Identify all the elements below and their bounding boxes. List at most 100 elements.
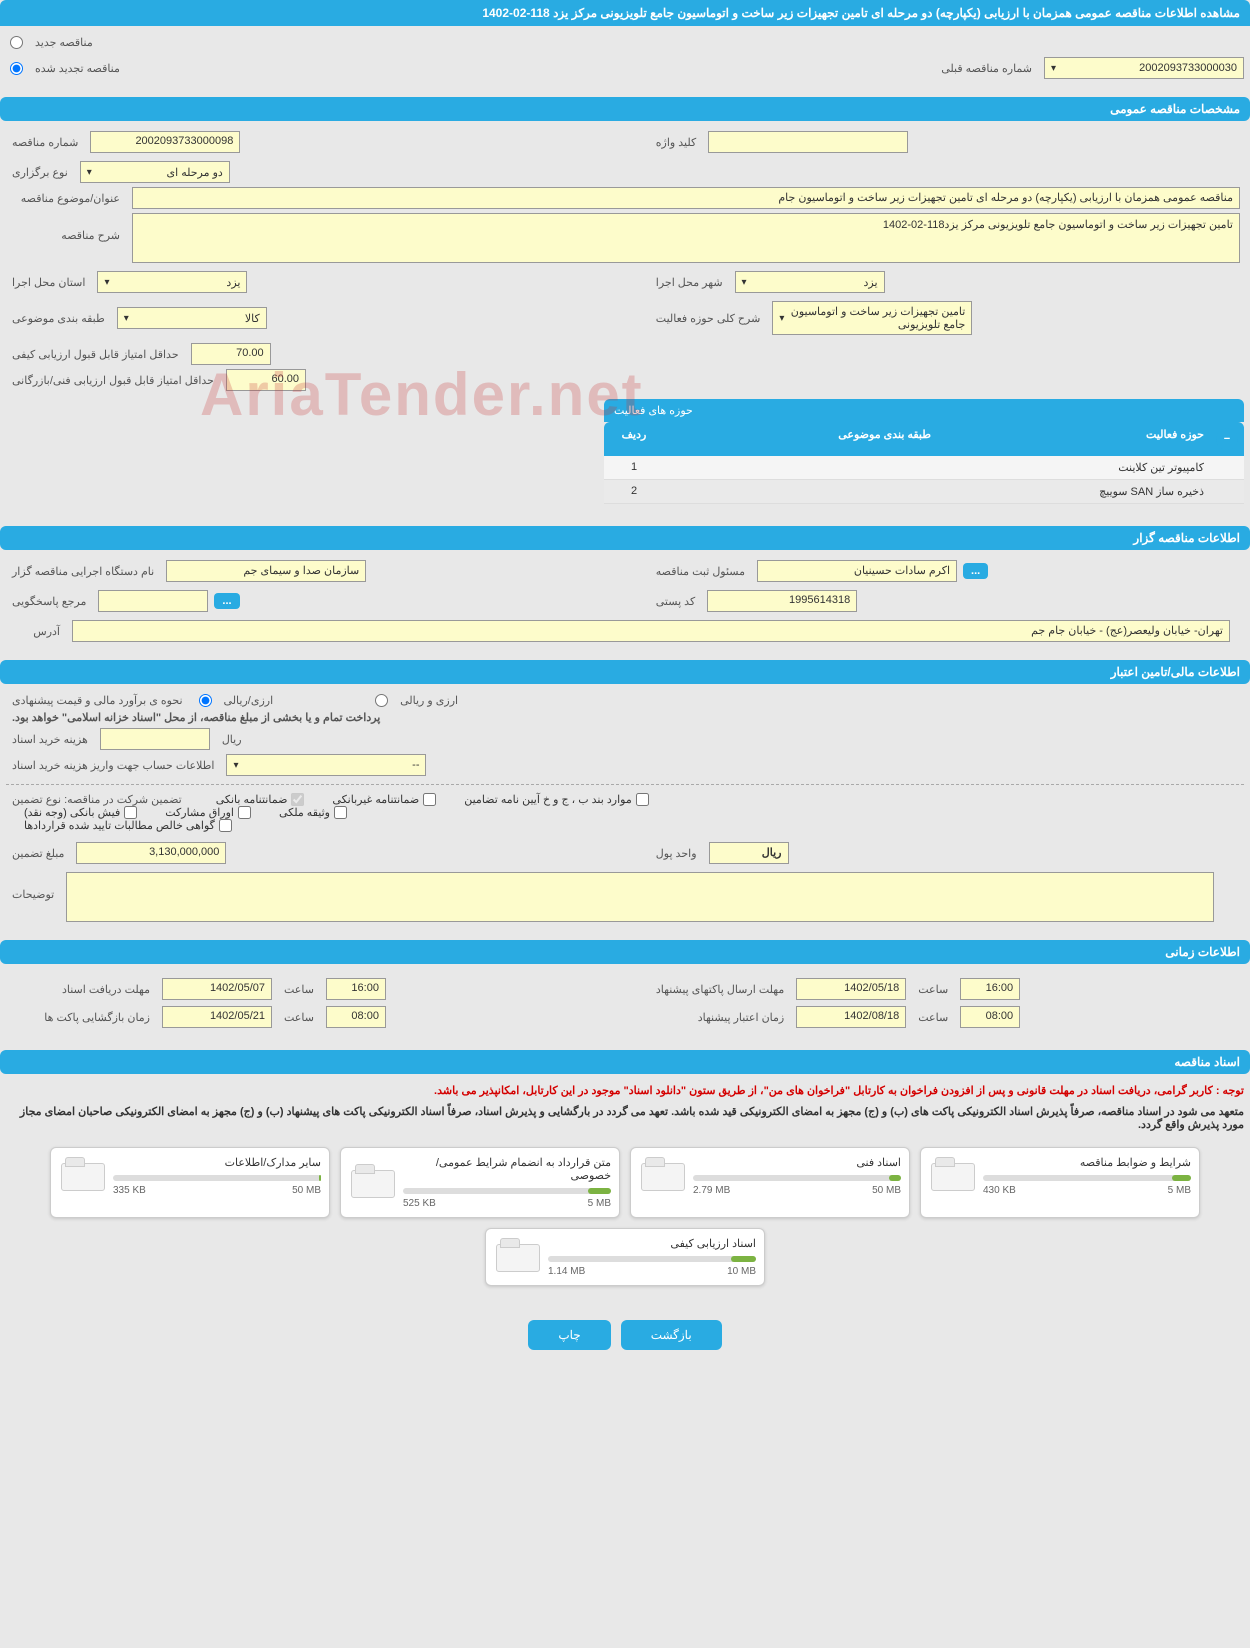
address-field[interactable]: تهران- خیابان ولیعصر(عج) - خیابان جام جم [72, 620, 1230, 642]
radio-currency-label: ارزی و ریالی [394, 694, 464, 707]
section-time-header: اطلاعات زمانی [0, 940, 1250, 964]
open-label: زمان بازگشایی پاکت ها [6, 1011, 156, 1024]
doc-card[interactable]: سایر مدارک/اطلاعات335 KB50 MB [50, 1147, 330, 1218]
doc-total: 50 MB [292, 1185, 321, 1196]
radio-new[interactable] [10, 36, 23, 49]
col-field-header: حوزه فعالیت [937, 422, 1210, 456]
type-label: نوع برگزاری [6, 166, 74, 179]
amount-field[interactable]: 3,130,000,000 [76, 842, 226, 864]
valid-label: زمان اعتبار پیشنهاد [620, 1011, 790, 1024]
activity-table-title-row: حوزه های فعالیت [604, 399, 1244, 422]
desc-label: شرح مناقصه [6, 213, 126, 242]
chevron-down-icon: ▾ [104, 277, 109, 288]
g4-label: فیش بانکی (وجه نقد) [24, 806, 120, 819]
type-value: دو مرحله ای [166, 166, 222, 179]
radio-currency[interactable] [375, 694, 388, 707]
send-date[interactable]: 1402/05/18 [796, 978, 906, 1000]
send-time-label: ساعت [912, 983, 954, 996]
type-dropdown[interactable]: دو مرحله ای ▾ [80, 161, 230, 183]
g2-checkbox[interactable] [423, 793, 436, 806]
section-general-header: مشخصات مناقصه عمومی [0, 97, 1250, 121]
print-button[interactable]: چاپ [528, 1320, 610, 1350]
g4-checkbox[interactable] [124, 806, 137, 819]
category-label: طبقه بندی موضوعی [6, 312, 111, 325]
category-value: کالا [245, 312, 260, 325]
col-idx-header: ردیف [604, 422, 664, 456]
chevron-down-icon: ▾ [742, 277, 747, 288]
doc-card[interactable]: متن قرارداد به انضمام شرایط عمومی/خصوصی 5… [340, 1147, 620, 1218]
min-tech-field[interactable]: 60.00 [226, 369, 306, 391]
doc-title: متن قرارداد به انضمام شرایط عمومی/خصوصی [403, 1156, 611, 1182]
doc-total: 5 MB [1168, 1185, 1191, 1196]
back-button[interactable]: بازگشت [621, 1320, 722, 1350]
desc-field[interactable]: تامین تجهیزات زیر ساخت و اتوماسیون جامع … [132, 213, 1240, 263]
doc-cost-field[interactable] [100, 728, 210, 750]
g7-checkbox[interactable] [219, 819, 232, 832]
province-value: یزد [226, 276, 240, 289]
minus-icon[interactable]: − [1216, 428, 1238, 450]
doc-card[interactable]: شرایط و ضوابط مناقصه430 KB5 MB [920, 1147, 1200, 1218]
keyword-field[interactable] [708, 131, 908, 153]
doc-used: 2.79 MB [693, 1185, 730, 1196]
g5-checkbox[interactable] [238, 806, 251, 819]
open-time-label: ساعت [278, 1011, 320, 1024]
ref-field[interactable] [98, 590, 208, 612]
city-dropdown[interactable]: یزد ▾ [735, 271, 885, 293]
province-dropdown[interactable]: یزد ▾ [97, 271, 247, 293]
receive-label: مهلت دریافت اسناد [6, 983, 156, 996]
min-quality-field[interactable]: 70.00 [191, 343, 271, 365]
g6-checkbox[interactable] [334, 806, 347, 819]
progress-bar [548, 1256, 756, 1262]
reg-field: اکرم سادات حسینیان [757, 560, 957, 582]
reg-label: مسئول ثبت مناقصه [650, 565, 751, 578]
finance-method-label: نحوه ی برآورد مالی و قیمت پیشنهادی [6, 694, 189, 707]
subject-field[interactable]: مناقصه عمومی همزمان با ارزیابی (یکپارچه)… [132, 187, 1240, 209]
radio-renewed[interactable] [10, 62, 23, 75]
account-dropdown[interactable]: -- ▾ [226, 754, 426, 776]
radio-rial[interactable] [199, 694, 212, 707]
row-idx: 2 [604, 480, 664, 503]
g3-label: موارد بند ب ، ج و خ آیین نامه تضامین [464, 793, 631, 806]
open-date[interactable]: 1402/05/21 [162, 1006, 272, 1028]
folder-icon [639, 1157, 685, 1195]
remarks-field[interactable] [66, 872, 1214, 922]
keyword-label: کلید واژه [650, 136, 702, 149]
radio-rial-label: ارزی/ریالی [218, 694, 280, 707]
dots-button[interactable]: ... [963, 563, 988, 579]
exec-label: نام دستگاه اجرایی مناقصه گزار [6, 565, 160, 578]
doc-total: 5 MB [588, 1198, 611, 1209]
activity-scope-label: شرح کلی حوزه فعالیت [650, 312, 767, 325]
table-row: 1کامپیوتر تین کلاینت [604, 456, 1244, 480]
progress-bar [403, 1188, 611, 1194]
postal-field[interactable]: 1995614318 [707, 590, 857, 612]
folder-icon [59, 1157, 105, 1195]
doc-card[interactable]: اسناد فنی2.79 MB50 MB [630, 1147, 910, 1218]
dots-button[interactable]: ... [214, 593, 239, 609]
send-time[interactable]: 16:00 [960, 978, 1020, 1000]
valid-date[interactable]: 1402/08/18 [796, 1006, 906, 1028]
doc-title: اسناد فنی [693, 1156, 901, 1169]
send-label: مهلت ارسال پاکتهای پیشنهاد [620, 983, 790, 996]
activity-table-title: حوزه های فعالیت [614, 404, 693, 417]
min-tech-label: حداقل امتیاز قابل قبول ارزیابی فنی/بازرگ… [6, 374, 220, 387]
doc-card[interactable]: اسناد ارزیابی کیفی1.14 MB10 MB [485, 1228, 765, 1286]
section-finance-header: اطلاعات مالی/تامین اعتبار [0, 660, 1250, 684]
guarantee-type-label: تضمین شرکت در مناقصه: نوع تضمین [6, 793, 188, 806]
valid-time[interactable]: 08:00 [960, 1006, 1020, 1028]
progress-bar [983, 1175, 1191, 1181]
category-dropdown[interactable]: کالا ▾ [117, 307, 267, 329]
g3-checkbox[interactable] [636, 793, 649, 806]
unit-label: واحد پول [650, 847, 703, 860]
prev-tender-dropdown[interactable]: 2002093733000030 ▾ [1044, 57, 1244, 79]
receive-time[interactable]: 16:00 [326, 978, 386, 1000]
prev-tender-value: 2002093733000030 [1139, 62, 1237, 74]
activity-scope-dropdown[interactable]: تامین تجهیزات زیر ساخت و اتوماسیون جامع … [772, 301, 972, 335]
open-time[interactable]: 08:00 [326, 1006, 386, 1028]
section-docs-header: اسناد مناقصه [0, 1050, 1250, 1074]
chevron-down-icon: ▾ [124, 313, 129, 324]
doc-total: 10 MB [727, 1266, 756, 1277]
page-title: مشاهده اطلاعات مناقصه عمومی همزمان با ار… [0, 0, 1250, 26]
receive-time-label: ساعت [278, 983, 320, 996]
exec-field: سازمان صدا و سیمای جم [166, 560, 366, 582]
receive-date[interactable]: 1402/05/07 [162, 978, 272, 1000]
